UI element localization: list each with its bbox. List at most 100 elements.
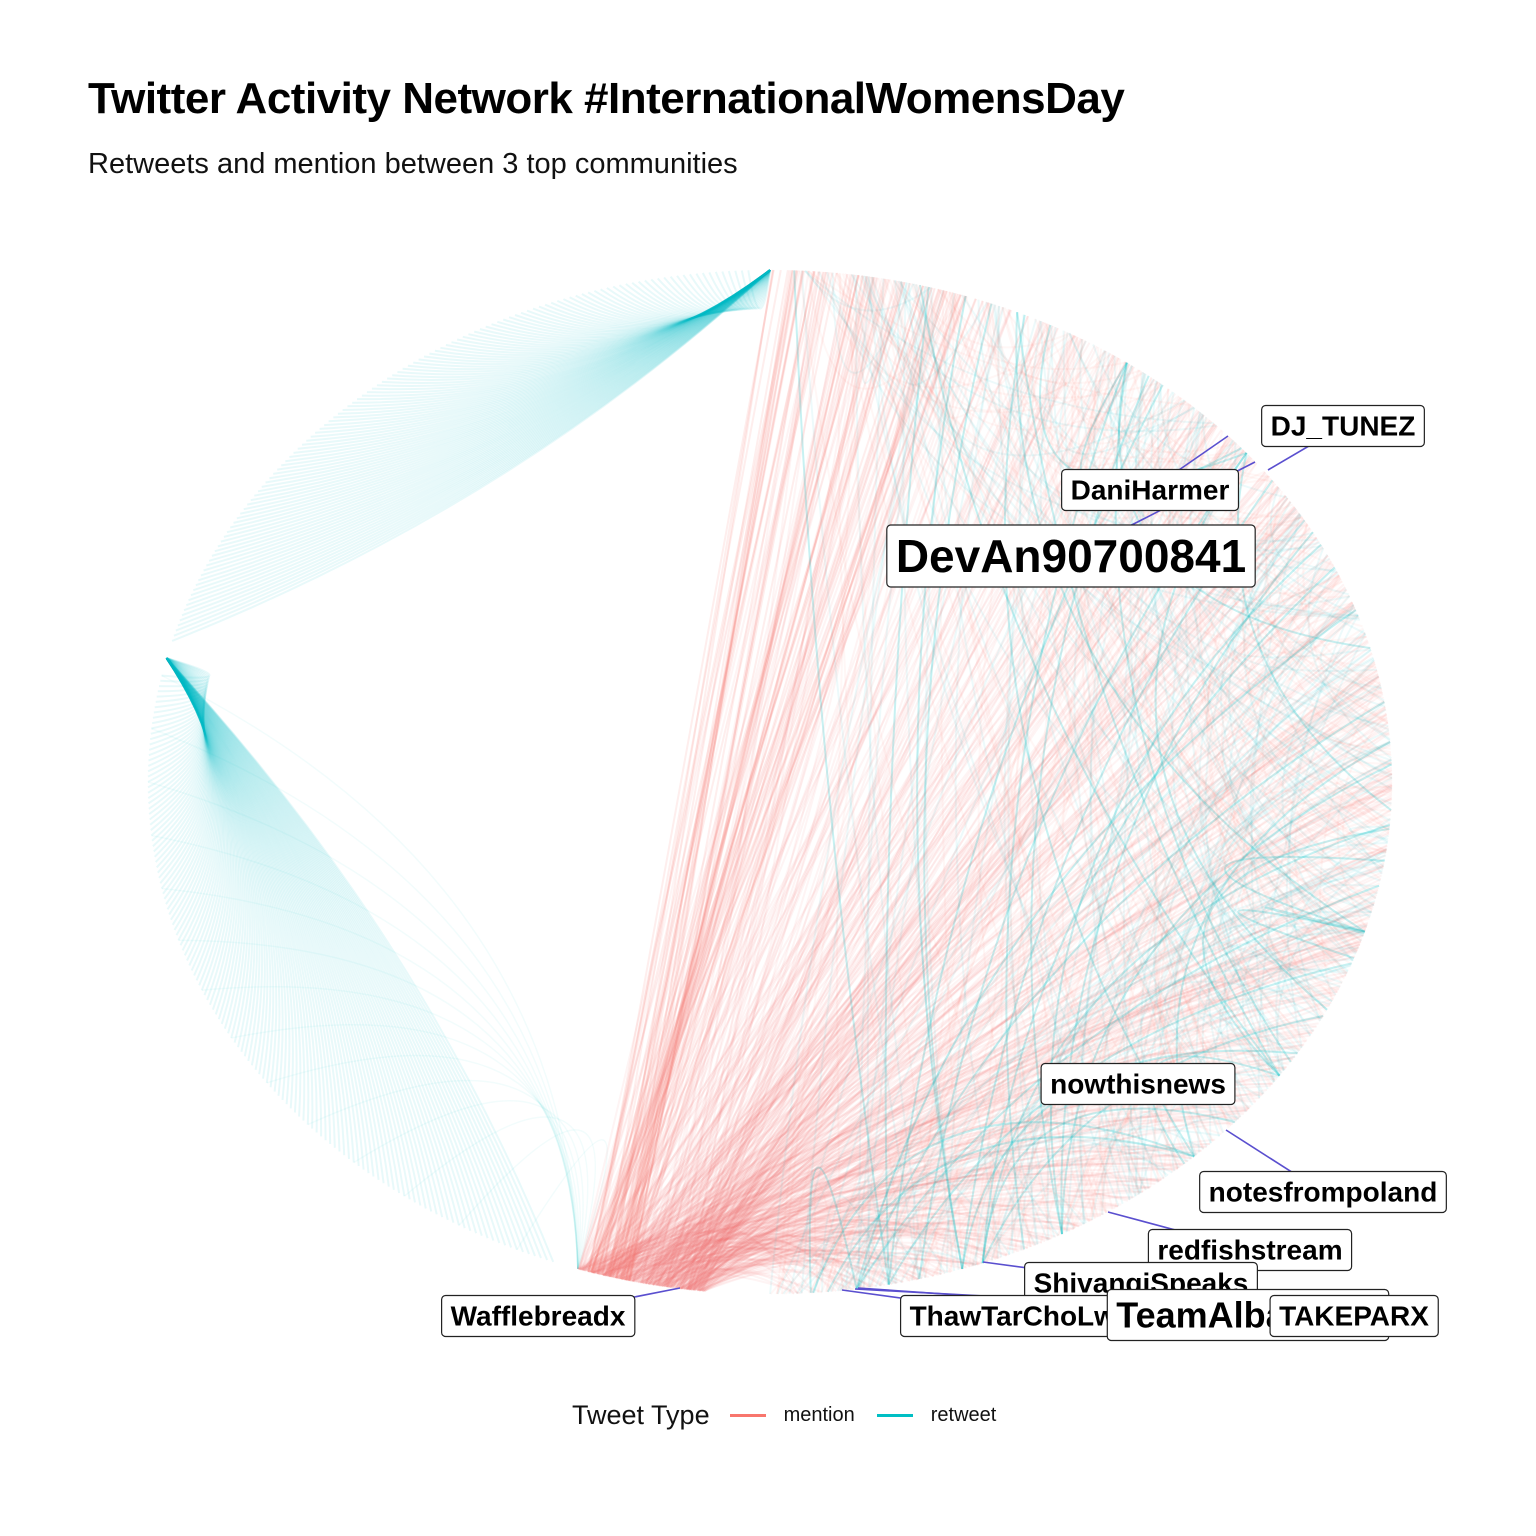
- mention-edge: [684, 1232, 863, 1290]
- mention-edge: [697, 809, 1392, 1292]
- mention-edge: [649, 1220, 1086, 1286]
- retweet-edge: [1202, 827, 1390, 1077]
- mention-edge: [1099, 560, 1332, 1217]
- mention-edge: [589, 287, 933, 1273]
- retweet-edge: [847, 686, 1382, 1291]
- retweet-edge: [165, 657, 310, 1125]
- mention-edge: [694, 396, 1181, 1291]
- retweet-edge: [1220, 519, 1375, 906]
- mention-edge: [665, 321, 1043, 1288]
- retweet-edge: [165, 657, 536, 1257]
- mention-edge: [607, 943, 1361, 1278]
- mention-edge: [632, 273, 849, 1282]
- mention-edge: [645, 955, 1356, 1285]
- retweet-edge: [1055, 1193, 1085, 1230]
- mention-edge: [685, 473, 1268, 1290]
- retweet-edge: [1258, 546, 1350, 607]
- mention-edge: [688, 323, 1048, 1291]
- mention-edge: [983, 762, 1392, 1263]
- retweet-edge: [149, 657, 206, 746]
- retweet-edge: [981, 823, 1391, 1264]
- mention-edge: [642, 909, 1373, 1284]
- retweet-edge: [821, 1195, 889, 1293]
- retweet-edge: [165, 657, 332, 1145]
- mention-edge: [579, 1218, 1029, 1271]
- mention-edge: [591, 269, 775, 1273]
- mention-edge: [621, 1016, 1323, 1281]
- mention-edge: [701, 335, 1076, 1292]
- mention-edge: [623, 302, 990, 1281]
- mention-edge: [609, 281, 906, 1278]
- mention-edge: [963, 986, 1340, 1269]
- mention-edge: [1071, 901, 1375, 1230]
- mention-edge: [679, 586, 1346, 1290]
- retweet-edge: [266, 1054, 580, 1269]
- retweet-edge: [165, 657, 422, 1206]
- mention-edge: [682, 1239, 923, 1290]
- retweet-edge: [147, 657, 205, 794]
- mention-edge: [678, 785, 1393, 1290]
- retweet-edge: [855, 609, 1357, 1290]
- mention-edge: [1285, 717, 1393, 794]
- retweet-edge: [165, 657, 226, 971]
- mention-edge: [589, 291, 952, 1273]
- mention-edge: [608, 786, 1393, 1278]
- mention-edge: [647, 1223, 946, 1285]
- retweet-edge: [231, 1023, 579, 1269]
- mention-edge: [686, 574, 1340, 1291]
- mention-edge: [1240, 851, 1387, 993]
- mention-edge: [826, 1100, 1222, 1293]
- mention-edge: [1207, 543, 1387, 855]
- chart-subtitle: Retweets and mention between 3 top commu…: [88, 148, 738, 180]
- mention-edge: [588, 1217, 994, 1273]
- mention-edge: [655, 1120, 1236, 1287]
- retweet-edge: [147, 657, 205, 789]
- mention-edge: [1285, 792, 1392, 906]
- mention-edge: [981, 300, 1244, 460]
- mention-edge: [611, 744, 1391, 1279]
- node-label: DevAn90700841: [886, 524, 1256, 588]
- mention-edge: [1218, 740, 1391, 1087]
- mention-edge: [652, 1268, 814, 1294]
- retweet-edge: [165, 657, 416, 1203]
- mention-edge: [1003, 307, 1334, 567]
- retweet-edge: [165, 657, 215, 916]
- retweet-edge: [165, 657, 287, 1101]
- mention-edge: [1084, 1160, 1139, 1214]
- mention-edge: [651, 971, 1348, 1286]
- mention-edge: [594, 1230, 1010, 1275]
- retweet-edge: [165, 657, 466, 1229]
- mention-edge: [587, 280, 898, 1272]
- mention-edge: [596, 1241, 893, 1285]
- retweet-edges-left-cluster: [147, 269, 771, 1270]
- retweet-edge: [538, 269, 771, 329]
- retweet-edge: [165, 657, 217, 931]
- retweet-edge: [532, 269, 771, 330]
- mention-edge: [598, 1247, 940, 1276]
- retweet-edge: [491, 269, 771, 340]
- mention-edge: [637, 321, 1045, 1283]
- retweet-edge: [916, 858, 1386, 1280]
- mention-edge: [615, 950, 1358, 1279]
- retweet-edge: [151, 657, 207, 842]
- retweet-edge: [151, 834, 579, 1269]
- mention-edge: [985, 1154, 1179, 1263]
- retweet-edge: [1064, 659, 1375, 1233]
- retweet-edge: [829, 1139, 1197, 1293]
- mention-edge: [612, 279, 890, 1278]
- mention-edge: [688, 561, 1333, 1291]
- retweet-edge: [165, 657, 489, 1239]
- retweet-edge: [468, 269, 771, 347]
- mention-edge: [589, 1256, 877, 1288]
- mention-edge: [682, 1262, 874, 1290]
- mention-edge: [669, 1022, 1319, 1289]
- mention-edge: [663, 303, 993, 1287]
- mention-edge: [591, 896, 1377, 1274]
- mention-edge: [1077, 339, 1362, 942]
- mention-edge: [676, 1190, 1143, 1290]
- retweet-edge: [165, 657, 401, 1194]
- retweet-edge: [165, 657, 314, 1129]
- retweet-edge: [1114, 362, 1292, 1063]
- retweet-edge: [440, 269, 771, 357]
- mention-edge: [645, 506, 1296, 1285]
